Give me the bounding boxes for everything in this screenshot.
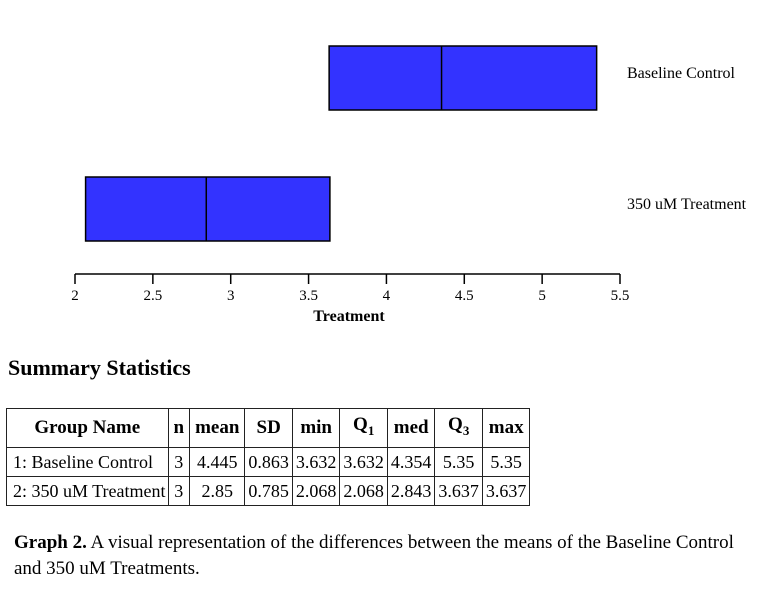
header-q1: Q1 <box>339 408 388 448</box>
caption-text: A visual representation of the differenc… <box>14 532 734 579</box>
series-label: Baseline Control <box>627 65 736 82</box>
cell-q1: 2.068 <box>339 475 388 506</box>
summary-header-row: Group Name n mean SD min Q1 med Q3 max <box>6 408 531 448</box>
header-q3: Q3 <box>434 408 483 448</box>
boxes-group: Baseline Control 350 uM Treatment <box>84 45 747 242</box>
header-max: max <box>481 408 531 448</box>
cell-med: 4.354 <box>386 446 436 477</box>
cell-n: 3 <box>167 446 191 477</box>
header-min: min <box>291 408 341 448</box>
table-row: 2: 350 uM Treatment 3 2.85 0.785 2.068 2… <box>6 475 531 506</box>
cell-min: 3.632 <box>291 446 341 477</box>
tick-label: 2.5 <box>143 288 162 304</box>
table-row: 1: Baseline Control 3 4.445 0.863 3.632 … <box>6 446 531 477</box>
caption-label: Graph 2. <box>14 532 87 553</box>
cell-q3: 5.35 <box>434 446 483 477</box>
summary-table: Group Name n mean SD min Q1 med Q3 max 1… <box>6 408 531 506</box>
summary-heading: Summary Statistics <box>8 355 191 380</box>
cell-min: 2.068 <box>291 475 341 506</box>
tick-label: 4.5 <box>455 288 474 304</box>
cell-max: 5.35 <box>481 446 531 477</box>
header-group-name: Group Name <box>6 408 169 448</box>
tick-label: 3 <box>227 288 235 304</box>
header-mean: mean <box>189 408 246 448</box>
cell-med: 2.843 <box>386 475 436 506</box>
cell-group-name: 2: 350 uM Treatment <box>6 475 169 506</box>
box <box>328 45 598 111</box>
cell-max: 3.637 <box>481 475 531 506</box>
cell-sd: 0.785 <box>244 475 293 506</box>
box-series: Baseline Control <box>328 45 736 111</box>
boxplot-chart: Baseline Control 350 uM Treatment 2 2.5 3 3.… <box>71 45 747 325</box>
tick-label: 5.5 <box>611 288 630 304</box>
figure-caption: Graph 2. A visual representation of the … <box>14 530 754 582</box>
x-axis: 2 2.5 3 3.5 4 4.5 5 5.5 <box>71 273 630 304</box>
cell-mean: 4.445 <box>189 446 246 477</box>
tick-label: 2 <box>71 288 79 304</box>
x-axis-label: Treatment <box>313 308 385 325</box>
cell-mean: 2.85 <box>189 475 246 506</box>
header-med: med <box>386 408 436 448</box>
tick-label: 5 <box>538 288 546 304</box>
box-series: 350 uM Treatment <box>84 176 747 242</box>
header-sd: SD <box>244 408 293 448</box>
cell-sd: 0.863 <box>244 446 293 477</box>
cell-n: 3 <box>167 475 191 506</box>
cell-q3: 3.637 <box>434 475 483 506</box>
series-label: 350 uM Treatment <box>627 196 747 213</box>
tick-label: 4 <box>383 288 391 304</box>
header-n: n <box>167 408 191 448</box>
cell-group-name: 1: Baseline Control <box>6 446 169 477</box>
cell-q1: 3.632 <box>339 446 388 477</box>
box <box>84 176 331 242</box>
tick-label: 3.5 <box>299 288 318 304</box>
